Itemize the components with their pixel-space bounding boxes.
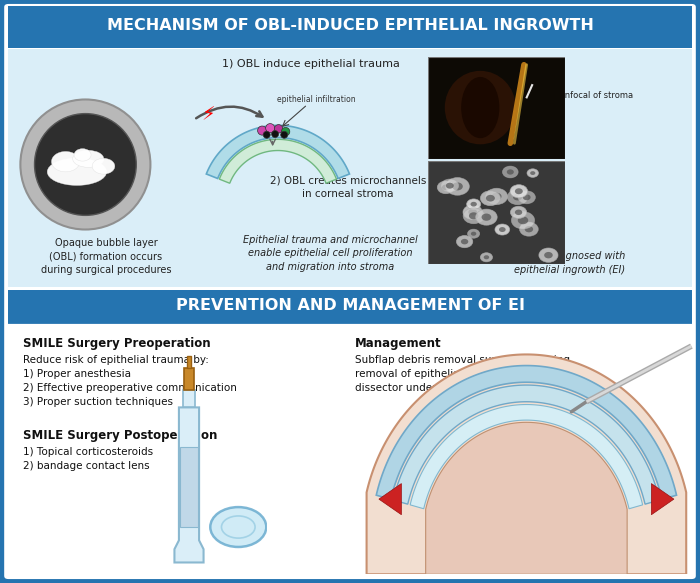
Circle shape — [525, 226, 533, 233]
Polygon shape — [184, 367, 194, 389]
Circle shape — [480, 191, 500, 206]
Circle shape — [495, 224, 510, 235]
Circle shape — [456, 236, 473, 248]
Polygon shape — [410, 405, 643, 509]
Text: MECHANISM OF OBL-INDUCED EPITHELIAL INGROWTH: MECHANISM OF OBL-INDUCED EPITHELIAL INGR… — [106, 19, 594, 33]
Circle shape — [503, 166, 518, 178]
Circle shape — [446, 182, 454, 189]
Ellipse shape — [444, 71, 516, 145]
Circle shape — [470, 202, 477, 206]
Circle shape — [507, 169, 514, 175]
Ellipse shape — [47, 158, 106, 185]
Circle shape — [523, 194, 531, 200]
Polygon shape — [206, 125, 349, 178]
Circle shape — [513, 194, 522, 201]
Circle shape — [544, 252, 553, 258]
Circle shape — [442, 185, 449, 190]
Circle shape — [452, 182, 463, 191]
Circle shape — [274, 125, 283, 133]
Text: PREVENTION AND MANAGEMENT OF EI: PREVENTION AND MANAGEMENT OF EI — [176, 298, 524, 314]
FancyBboxPatch shape — [0, 5, 700, 48]
Circle shape — [508, 189, 528, 205]
Circle shape — [438, 181, 454, 194]
Circle shape — [461, 239, 468, 244]
Polygon shape — [174, 408, 204, 563]
FancyBboxPatch shape — [0, 289, 700, 324]
Text: Subflap debris removal surgery involving
removal of epithelial tissue with corne: Subflap debris removal surgery involving… — [355, 354, 570, 392]
Circle shape — [266, 124, 275, 133]
Polygon shape — [652, 483, 674, 515]
Text: SMILE Surgery Preoperation: SMILE Surgery Preoperation — [23, 336, 211, 349]
Polygon shape — [379, 483, 401, 515]
Polygon shape — [377, 366, 676, 499]
Text: Epithelial trauma and microchannel
enable epithelial cell proliferation
and migr: Epithelial trauma and microchannel enabl… — [243, 236, 418, 272]
Circle shape — [281, 128, 290, 136]
Circle shape — [510, 206, 526, 219]
Circle shape — [519, 222, 538, 236]
Text: Reduce risk of epithelial trauma by:
1) Proper anesthesia
2) Effective preoperat: Reduce risk of epithelial trauma by: 1) … — [23, 354, 237, 406]
Circle shape — [491, 193, 502, 200]
Ellipse shape — [52, 152, 80, 172]
Text: Slit-lamp of cornea: Slit-lamp of cornea — [442, 90, 522, 100]
Circle shape — [476, 209, 497, 225]
Circle shape — [499, 227, 505, 232]
Circle shape — [486, 195, 495, 202]
Circle shape — [441, 179, 458, 192]
Text: ⚡: ⚡ — [202, 106, 216, 124]
Circle shape — [258, 126, 267, 135]
Ellipse shape — [92, 158, 115, 174]
Polygon shape — [183, 389, 195, 408]
Ellipse shape — [461, 77, 499, 138]
Text: 1) OBL induce epithelial trauma: 1) OBL induce epithelial trauma — [222, 59, 400, 69]
Ellipse shape — [210, 507, 266, 547]
Ellipse shape — [74, 149, 91, 161]
Circle shape — [518, 216, 528, 224]
Text: 2) OBL creates microchannels
in corneal stroma: 2) OBL creates microchannels in corneal … — [270, 175, 426, 199]
Circle shape — [446, 178, 470, 195]
Polygon shape — [426, 422, 627, 574]
Circle shape — [480, 252, 493, 262]
Circle shape — [515, 209, 522, 215]
Text: Management: Management — [355, 336, 442, 349]
Circle shape — [530, 171, 536, 175]
Polygon shape — [219, 139, 337, 183]
Text: confocal of stroma: confocal of stroma — [555, 90, 633, 100]
Circle shape — [527, 169, 538, 177]
Circle shape — [281, 131, 288, 138]
Circle shape — [515, 188, 523, 194]
Text: Opaque bubble layer
(OBL) formation occurs
during surgical procedures: Opaque bubble layer (OBL) formation occu… — [41, 238, 172, 275]
Text: SMILE Surgery Postoperation: SMILE Surgery Postoperation — [23, 429, 218, 442]
Ellipse shape — [73, 150, 104, 167]
Circle shape — [486, 188, 508, 205]
Circle shape — [467, 199, 481, 209]
Circle shape — [511, 212, 535, 229]
Polygon shape — [367, 354, 686, 574]
Circle shape — [518, 191, 536, 204]
Circle shape — [34, 114, 137, 215]
Circle shape — [468, 229, 480, 238]
Circle shape — [539, 248, 558, 262]
Circle shape — [484, 255, 489, 259]
Text: 1) Topical corticosteroids
2) bandage contact lens: 1) Topical corticosteroids 2) bandage co… — [23, 447, 153, 471]
Circle shape — [20, 100, 150, 230]
Circle shape — [272, 131, 279, 138]
Circle shape — [463, 208, 484, 224]
Circle shape — [469, 212, 478, 219]
Bar — [180, 447, 198, 527]
Circle shape — [468, 209, 477, 215]
Circle shape — [463, 205, 482, 219]
Circle shape — [263, 131, 270, 138]
Polygon shape — [393, 385, 659, 504]
Circle shape — [471, 231, 476, 236]
Text: Patient diagnosed with
epithelial ingrowth (EI): Patient diagnosed with epithelial ingrow… — [514, 251, 626, 275]
Circle shape — [482, 213, 491, 221]
Text: epithelial infiltration: epithelial infiltration — [277, 94, 356, 104]
Circle shape — [510, 185, 528, 198]
Polygon shape — [188, 356, 190, 367]
